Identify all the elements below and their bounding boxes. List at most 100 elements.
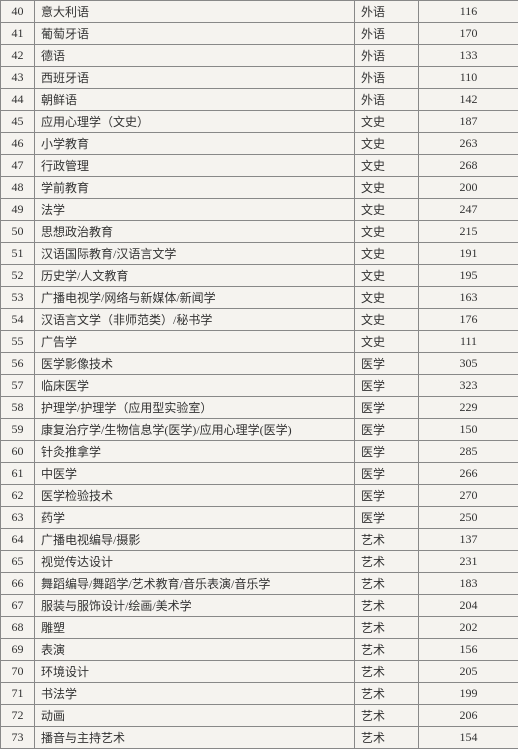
table-row: 49法学文史247 bbox=[1, 199, 518, 221]
score: 285 bbox=[419, 441, 518, 463]
score: 270 bbox=[419, 485, 518, 507]
score: 110 bbox=[419, 67, 518, 89]
category: 医学 bbox=[355, 441, 419, 463]
category: 文史 bbox=[355, 331, 419, 353]
category: 医学 bbox=[355, 375, 419, 397]
program-name: 药学 bbox=[35, 507, 355, 529]
score: 137 bbox=[419, 529, 518, 551]
table-row: 48学前教育文史200 bbox=[1, 177, 518, 199]
table-row: 55广告学文史111 bbox=[1, 331, 518, 353]
table-row: 70环境设计艺术205 bbox=[1, 661, 518, 683]
table-row: 53广播电视学/网络与新媒体/新闻学文史163 bbox=[1, 287, 518, 309]
row-index: 45 bbox=[1, 111, 35, 133]
table-row: 72动画艺术206 bbox=[1, 705, 518, 727]
category: 外语 bbox=[355, 67, 419, 89]
score: 154 bbox=[419, 727, 518, 749]
category: 外语 bbox=[355, 45, 419, 67]
row-index: 61 bbox=[1, 463, 35, 485]
category: 文史 bbox=[355, 243, 419, 265]
row-index: 44 bbox=[1, 89, 35, 111]
category: 艺术 bbox=[355, 661, 419, 683]
row-index: 51 bbox=[1, 243, 35, 265]
score: 206 bbox=[419, 705, 518, 727]
row-index: 55 bbox=[1, 331, 35, 353]
row-index: 63 bbox=[1, 507, 35, 529]
row-index: 48 bbox=[1, 177, 35, 199]
category: 医学 bbox=[355, 507, 419, 529]
row-index: 65 bbox=[1, 551, 35, 573]
program-name: 学前教育 bbox=[35, 177, 355, 199]
program-name: 葡萄牙语 bbox=[35, 23, 355, 45]
score: 156 bbox=[419, 639, 518, 661]
category: 文史 bbox=[355, 177, 419, 199]
score: 142 bbox=[419, 89, 518, 111]
score: 150 bbox=[419, 419, 518, 441]
score: 116 bbox=[419, 1, 518, 23]
program-name: 医学影像技术 bbox=[35, 353, 355, 375]
score: 263 bbox=[419, 133, 518, 155]
row-index: 57 bbox=[1, 375, 35, 397]
category: 外语 bbox=[355, 1, 419, 23]
table-row: 40意大利语外语116 bbox=[1, 1, 518, 23]
score: 183 bbox=[419, 573, 518, 595]
program-name: 小学教育 bbox=[35, 133, 355, 155]
table-row: 46小学教育文史263 bbox=[1, 133, 518, 155]
program-name: 护理学/护理学（应用型实验室） bbox=[35, 397, 355, 419]
category: 艺术 bbox=[355, 573, 419, 595]
category: 文史 bbox=[355, 199, 419, 221]
category: 文史 bbox=[355, 221, 419, 243]
table-row: 64广播电视编导/摄影艺术137 bbox=[1, 529, 518, 551]
row-index: 49 bbox=[1, 199, 35, 221]
program-name: 广播电视学/网络与新媒体/新闻学 bbox=[35, 287, 355, 309]
row-index: 53 bbox=[1, 287, 35, 309]
program-name: 历史学/人文教育 bbox=[35, 265, 355, 287]
category: 文史 bbox=[355, 111, 419, 133]
category: 医学 bbox=[355, 397, 419, 419]
program-name: 德语 bbox=[35, 45, 355, 67]
score: 229 bbox=[419, 397, 518, 419]
table-row: 56医学影像技术医学305 bbox=[1, 353, 518, 375]
table-row: 52历史学/人文教育文史195 bbox=[1, 265, 518, 287]
score: 200 bbox=[419, 177, 518, 199]
score: 323 bbox=[419, 375, 518, 397]
score: 204 bbox=[419, 595, 518, 617]
score: 305 bbox=[419, 353, 518, 375]
program-name: 针灸推拿学 bbox=[35, 441, 355, 463]
program-name: 表演 bbox=[35, 639, 355, 661]
category: 文史 bbox=[355, 265, 419, 287]
score: 176 bbox=[419, 309, 518, 331]
score: 268 bbox=[419, 155, 518, 177]
table-row: 66舞蹈编导/舞蹈学/艺术教育/音乐表演/音乐学艺术183 bbox=[1, 573, 518, 595]
row-index: 68 bbox=[1, 617, 35, 639]
table-row: 50思想政治教育文史215 bbox=[1, 221, 518, 243]
category: 艺术 bbox=[355, 705, 419, 727]
program-name: 汉语国际教育/汉语言文学 bbox=[35, 243, 355, 265]
table-row: 62医学检验技术医学270 bbox=[1, 485, 518, 507]
program-name: 舞蹈编导/舞蹈学/艺术教育/音乐表演/音乐学 bbox=[35, 573, 355, 595]
score: 133 bbox=[419, 45, 518, 67]
table-row: 67服装与服饰设计/绘画/美术学艺术204 bbox=[1, 595, 518, 617]
category: 外语 bbox=[355, 89, 419, 111]
category: 医学 bbox=[355, 353, 419, 375]
row-index: 59 bbox=[1, 419, 35, 441]
table-row: 44朝鲜语外语142 bbox=[1, 89, 518, 111]
program-name: 动画 bbox=[35, 705, 355, 727]
table-row: 57临床医学医学323 bbox=[1, 375, 518, 397]
score: 202 bbox=[419, 617, 518, 639]
row-index: 69 bbox=[1, 639, 35, 661]
program-table: 40意大利语外语11641葡萄牙语外语17042德语外语13343西班牙语外语1… bbox=[0, 0, 518, 749]
row-index: 47 bbox=[1, 155, 35, 177]
row-index: 71 bbox=[1, 683, 35, 705]
row-index: 66 bbox=[1, 573, 35, 595]
table-row: 68雕塑艺术202 bbox=[1, 617, 518, 639]
row-index: 50 bbox=[1, 221, 35, 243]
program-name: 朝鲜语 bbox=[35, 89, 355, 111]
score: 187 bbox=[419, 111, 518, 133]
program-name: 思想政治教育 bbox=[35, 221, 355, 243]
row-index: 52 bbox=[1, 265, 35, 287]
program-name: 中医学 bbox=[35, 463, 355, 485]
category: 艺术 bbox=[355, 551, 419, 573]
program-name: 广告学 bbox=[35, 331, 355, 353]
row-index: 73 bbox=[1, 727, 35, 749]
program-name: 法学 bbox=[35, 199, 355, 221]
